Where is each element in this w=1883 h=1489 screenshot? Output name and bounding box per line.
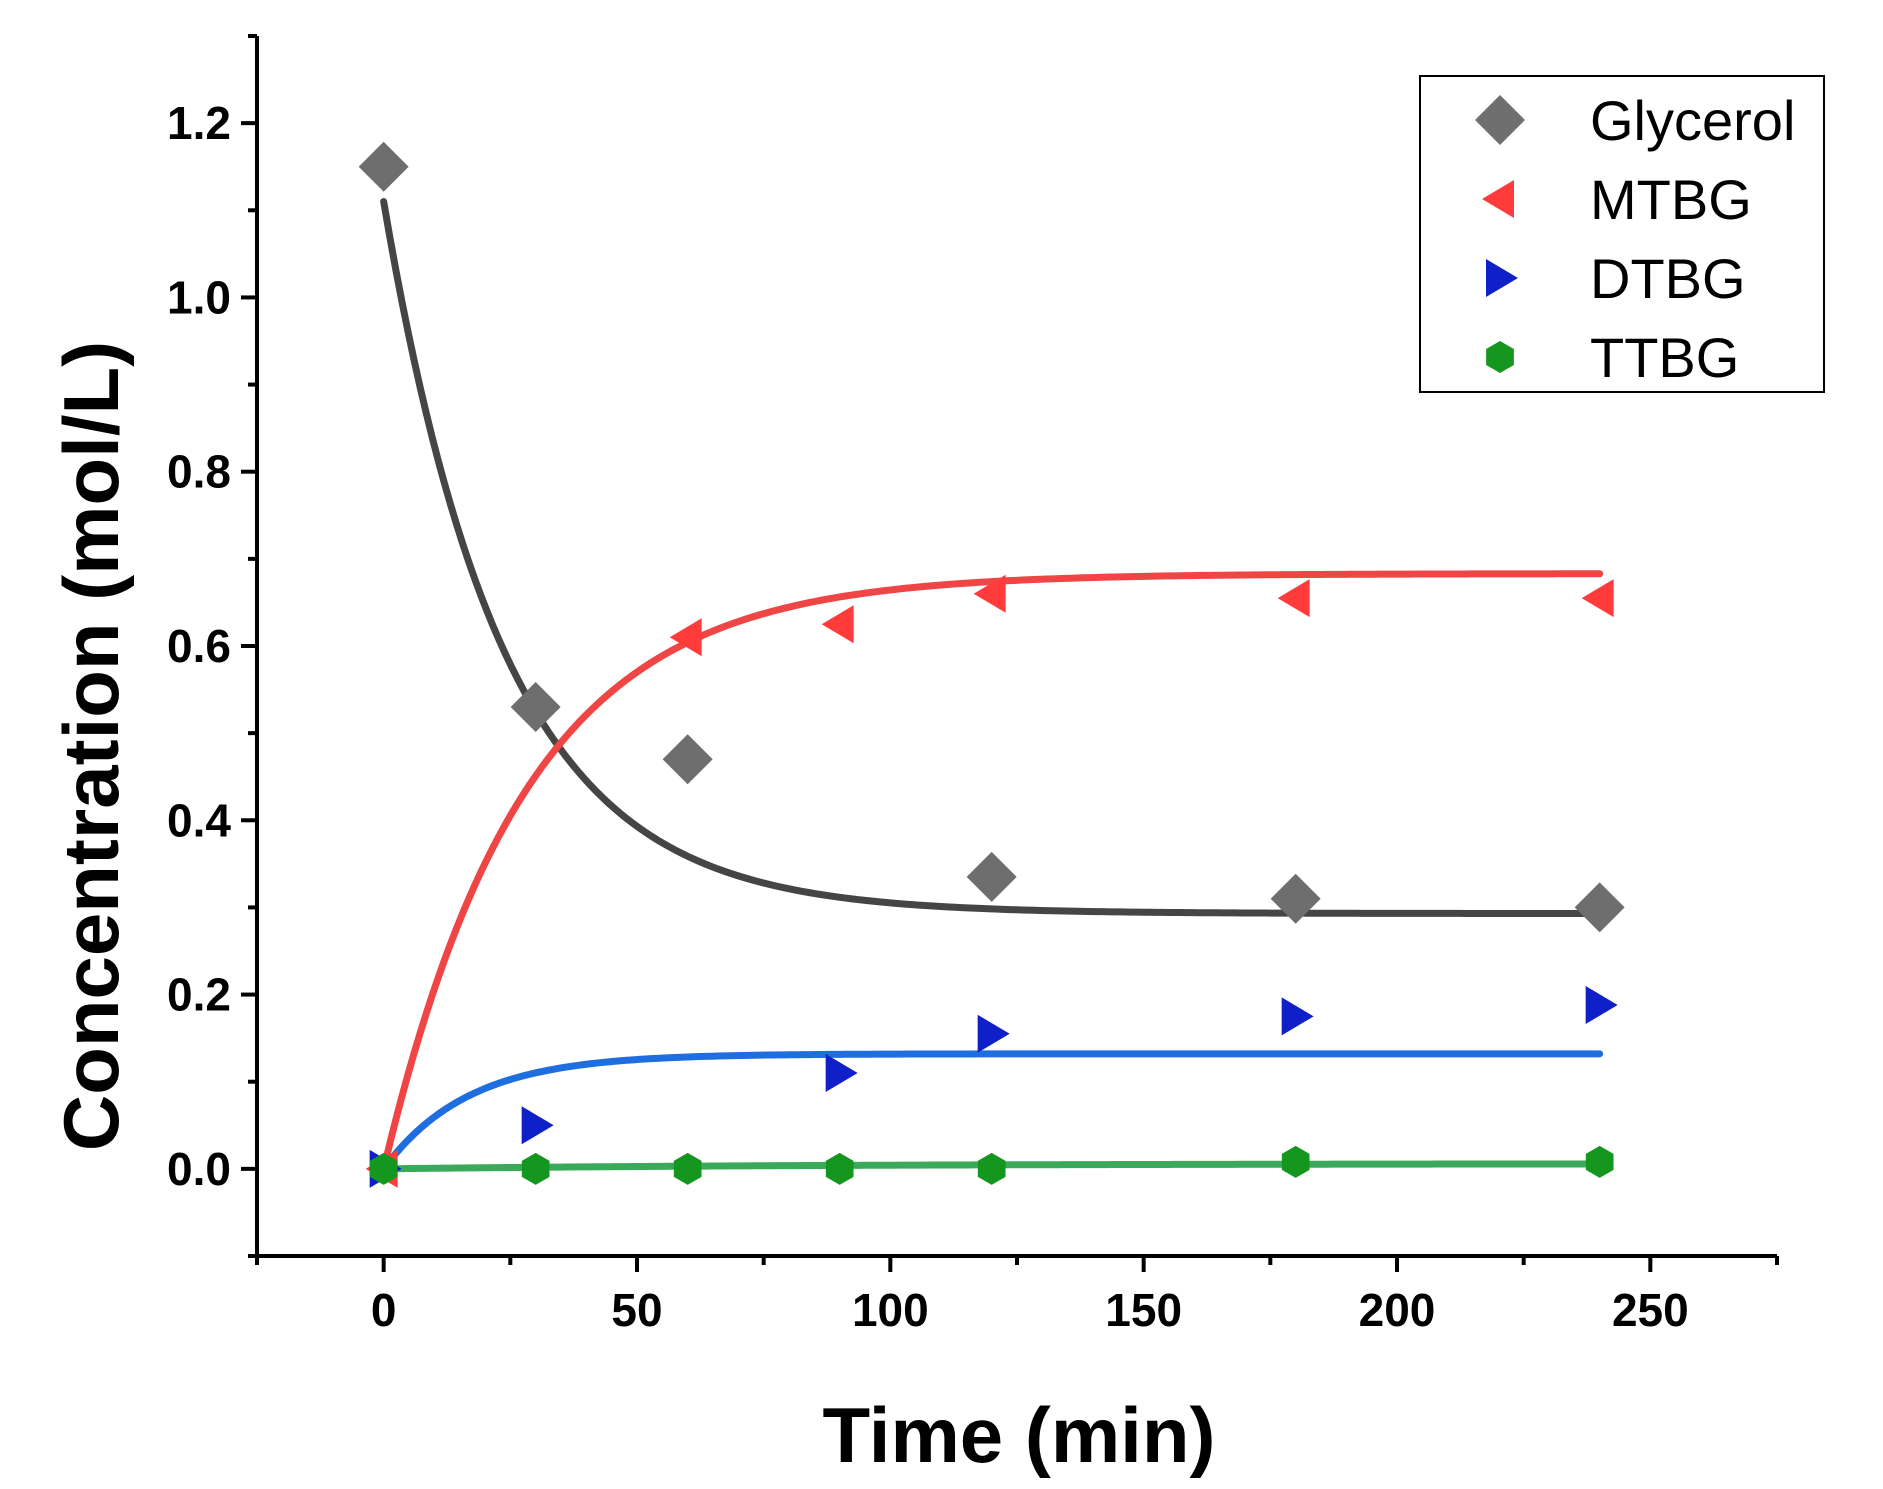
ttbg-point xyxy=(673,1152,702,1185)
x-tick-label: 200 xyxy=(1359,1284,1436,1336)
dtbg-point xyxy=(521,1106,554,1145)
mtbg-point xyxy=(1581,579,1614,618)
x-tick-label: 50 xyxy=(611,1284,662,1336)
y-axis-title: Concentration (mol/L) xyxy=(47,341,135,1151)
dtbg-legend-marker xyxy=(1486,259,1518,297)
ttbg-legend-marker xyxy=(1486,341,1514,373)
x-tick-label: 250 xyxy=(1612,1284,1689,1336)
dtbg-point xyxy=(977,1014,1010,1053)
glycerol-point xyxy=(966,851,1017,902)
glycerol-legend-label: Glycerol xyxy=(1590,89,1795,152)
y-tick-label: 0.0 xyxy=(167,1143,231,1195)
ttbg-point xyxy=(1281,1145,1310,1178)
glycerol-fit-line xyxy=(380,198,1604,917)
ttbg-point xyxy=(369,1152,398,1185)
y-tick-label: 0.8 xyxy=(167,446,231,498)
ttbg-point xyxy=(521,1152,550,1185)
mtbg-point xyxy=(821,605,854,644)
y-tick-label: 1.2 xyxy=(167,97,231,149)
mtbg-fit-line xyxy=(380,570,1604,1173)
glycerol-point xyxy=(510,682,561,732)
ttbg-legend-label: TTBG xyxy=(1590,326,1739,389)
mtbg-point xyxy=(1277,579,1310,618)
y-tick-label: 1.0 xyxy=(167,271,231,323)
dtbg-fit-line xyxy=(380,1050,1604,1173)
y-tick-label: 0.6 xyxy=(167,620,231,672)
mtbg-legend-marker xyxy=(1482,180,1514,218)
glycerol-point xyxy=(662,734,713,785)
glycerol-point xyxy=(358,141,409,192)
mtbg-point xyxy=(669,618,702,657)
mtbg-legend-label: MTBG xyxy=(1590,168,1752,231)
glycerol-legend-marker xyxy=(1475,95,1525,145)
data-points xyxy=(358,141,1625,1188)
dtbg-point xyxy=(1585,986,1618,1025)
x-tick-label: 100 xyxy=(852,1284,929,1336)
y-tick-label: 0.4 xyxy=(167,794,231,846)
mtbg-point xyxy=(973,574,1006,613)
dtbg-legend-label: DTBG xyxy=(1590,247,1746,310)
dtbg-point xyxy=(825,1054,858,1092)
y-tick-label: 0.2 xyxy=(167,969,231,1021)
dtbg-point xyxy=(1281,997,1314,1036)
x-tick-label: 150 xyxy=(1105,1284,1182,1336)
ttbg-point xyxy=(1585,1145,1614,1178)
legend: Glycerol MTBG DTBG TTBG xyxy=(1419,75,1825,393)
glycerol-point xyxy=(1574,882,1625,933)
ttbg-point xyxy=(977,1152,1006,1185)
x-axis-title: Time (min) xyxy=(823,1391,1216,1479)
glycerol-point xyxy=(1270,873,1321,924)
axes: 0 50 100 150 200 250 0.0 0.2 0.4 0.6 0.8 1.0 1.2 xyxy=(167,34,1779,1336)
x-tick-label: 0 xyxy=(371,1284,397,1336)
ttbg-point xyxy=(825,1152,854,1185)
